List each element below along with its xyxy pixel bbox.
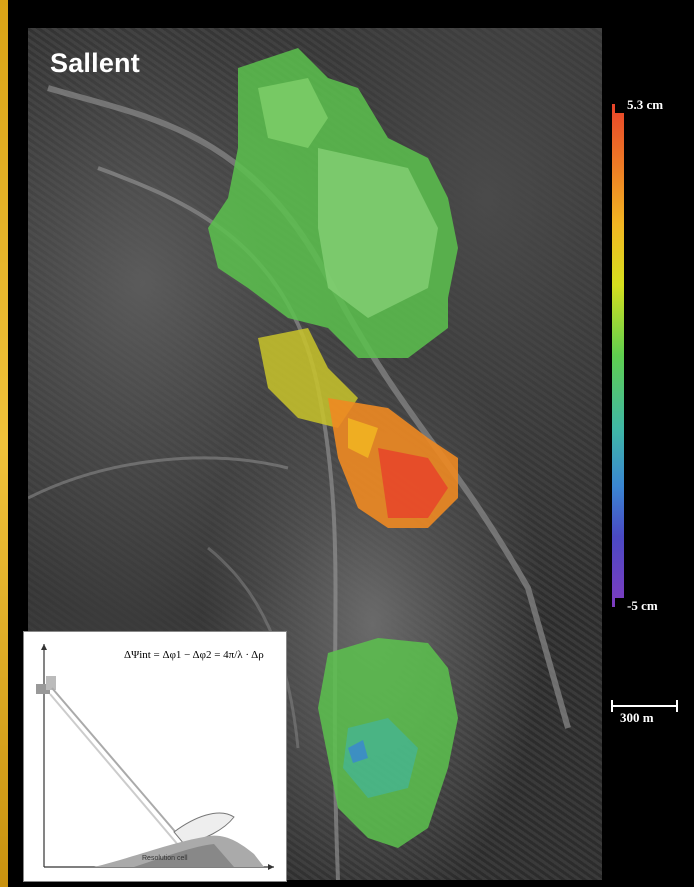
colorbar-max-label: 5.3 cm (615, 97, 664, 113)
deformation-colorbar (612, 104, 624, 607)
interferometric-phase-formula: ΔΨint = Δφ1 − Δφ2 = 4π/λ · Δρ (124, 649, 264, 661)
scalebar (612, 705, 678, 707)
geometry-diagram-icon (36, 644, 274, 870)
gold-border (0, 0, 8, 887)
deformation-overlay (28, 48, 571, 880)
colorbar-min-label: -5 cm (615, 598, 658, 614)
location-title: Sallent (50, 48, 140, 78)
scalebar-right-tick (676, 700, 678, 712)
interferometry-inset: ΔΨint = Δφ1 − Δφ2 = 4π/λ · Δρ Resolution… (23, 631, 287, 882)
satellite-map (28, 28, 602, 880)
scalebar-label: 300 m (620, 710, 654, 725)
resolution-cell-caption: Resolution cell (142, 855, 188, 862)
